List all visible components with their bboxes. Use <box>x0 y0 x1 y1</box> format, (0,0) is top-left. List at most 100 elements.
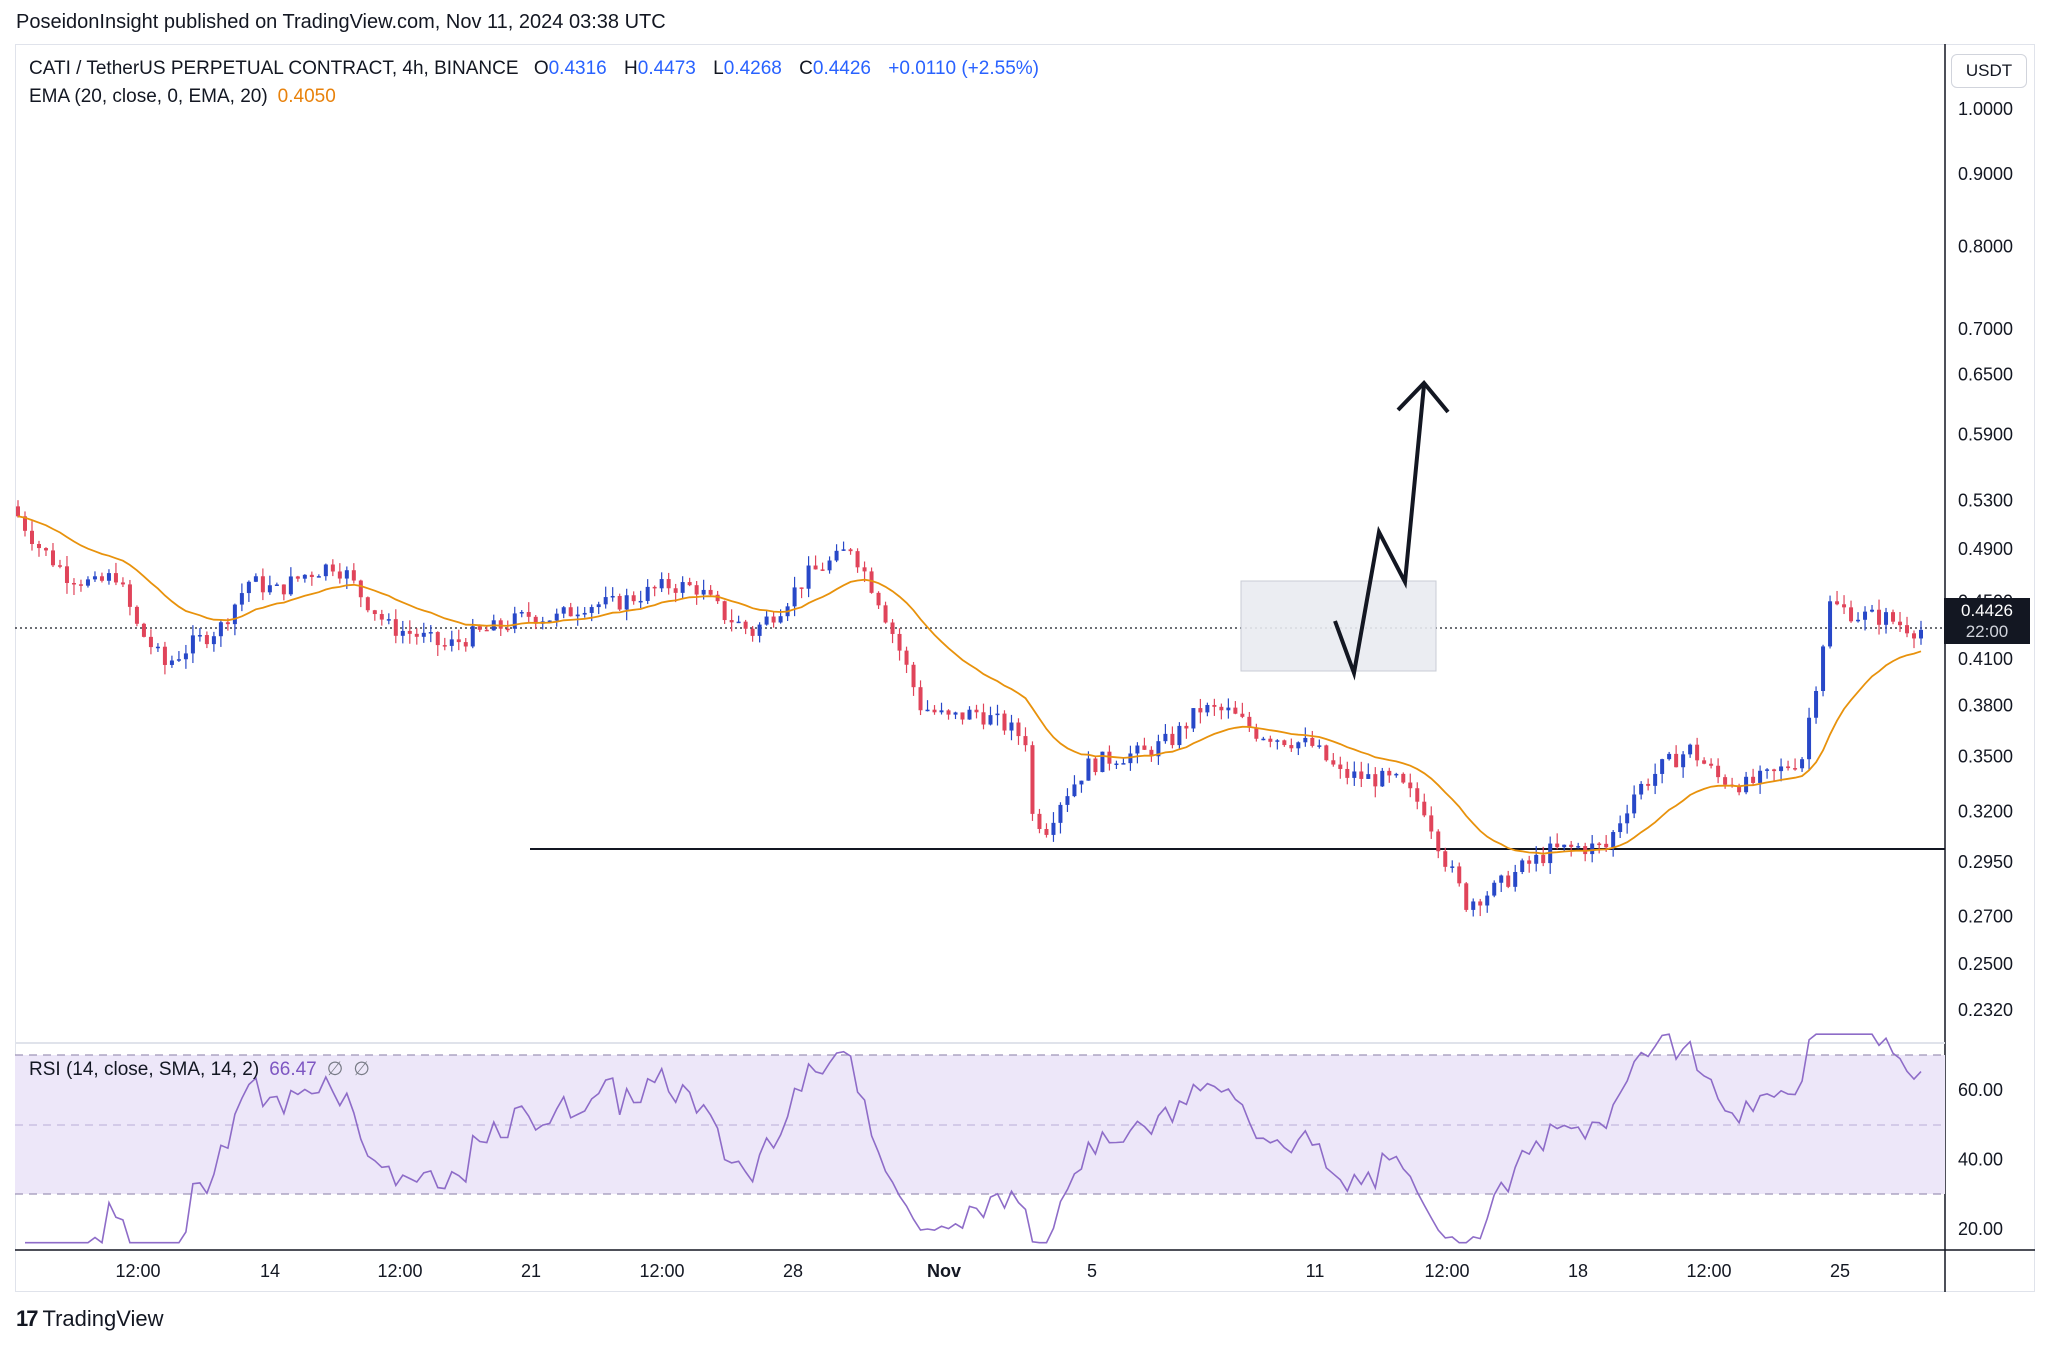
candle-body <box>309 574 314 578</box>
candle-body <box>379 614 384 620</box>
candle-body <box>1114 763 1119 766</box>
candle-body <box>1212 704 1217 707</box>
candle-body <box>1268 738 1273 742</box>
candle-body <box>1506 875 1511 887</box>
bar-countdown: 22:00 <box>1965 622 2009 641</box>
candle-body <box>1674 753 1679 768</box>
candle-body <box>1450 866 1455 868</box>
price-tick-label: 0.3200 <box>1958 802 2013 822</box>
candle-body <box>1338 764 1343 769</box>
candle-body <box>876 592 881 606</box>
candle-body <box>1135 745 1140 754</box>
candle-body <box>1156 741 1161 757</box>
price-tick-label: 0.8000 <box>1958 237 2013 257</box>
candle-body <box>29 530 34 544</box>
candle-body <box>463 642 468 647</box>
candle-body <box>1016 722 1021 737</box>
candle-body <box>841 549 846 551</box>
rsi-null-icon: ∅ <box>326 1059 344 1080</box>
candle-body <box>827 560 832 571</box>
candle-body <box>1702 760 1707 764</box>
currency-button[interactable]: USDT <box>1951 54 2027 88</box>
candle-body <box>1065 796 1070 805</box>
time-tick-label: Nov <box>927 1261 961 1281</box>
projection-path[interactable] <box>1333 384 1426 681</box>
candle-body <box>694 585 699 595</box>
candle-body <box>372 610 377 615</box>
candle-body <box>869 571 874 593</box>
candle-body <box>1499 875 1504 883</box>
candle-body <box>953 712 958 715</box>
candle-body <box>1807 717 1812 760</box>
projection-arrow-icon <box>1396 379 1450 414</box>
candle-body <box>1184 725 1189 729</box>
candle-body <box>659 579 664 589</box>
candle-body <box>1618 823 1623 833</box>
candle-body <box>722 601 727 621</box>
candle-body <box>897 633 902 651</box>
time-tick-label: 25 <box>1830 1261 1850 1281</box>
last-price-value: 0.4426 <box>1961 601 2013 620</box>
candle-body <box>428 632 433 634</box>
candle-body <box>1695 744 1700 761</box>
tradingview-logo[interactable]: 17 TradingView <box>16 1306 164 1332</box>
candle-body <box>1443 851 1448 867</box>
candle-body <box>1387 770 1392 776</box>
candle-body <box>218 622 223 637</box>
price-tick-label: 0.3800 <box>1958 696 2013 716</box>
candle-body <box>1863 611 1868 620</box>
candle-body <box>1660 759 1665 774</box>
candle-body <box>1163 733 1168 742</box>
time-tick-label: 12:00 <box>115 1261 160 1281</box>
chart-frame <box>15 44 2035 1292</box>
symbol-legend: CATI / TetherUS PERPETUAL CONTRACT, 4h, … <box>29 58 1043 80</box>
candle-body <box>141 623 146 637</box>
candle-body <box>1254 727 1259 739</box>
candle-body <box>1870 609 1875 612</box>
candle-body <box>1205 704 1210 713</box>
price-tick-label: 1.0000 <box>1958 99 2013 119</box>
candle-body <box>967 709 972 720</box>
candle-body <box>197 635 202 637</box>
candle-body <box>715 594 720 602</box>
candle-body <box>1520 860 1525 872</box>
rsi-tick-label: 20.00 <box>1958 1219 2003 1239</box>
candle-body <box>155 646 160 649</box>
candle-body <box>1891 612 1896 622</box>
candle-body <box>1282 740 1287 746</box>
price-tick-label: 0.2320 <box>1958 1000 2013 1020</box>
time-tick-label: 12:00 <box>377 1261 422 1281</box>
candle-body <box>1394 773 1399 776</box>
candle-body <box>617 595 622 610</box>
candle-body <box>1534 854 1539 864</box>
candle-body <box>498 620 503 629</box>
candle-body <box>1821 646 1826 692</box>
candle-body <box>1779 766 1784 772</box>
candle-body <box>1492 882 1497 896</box>
candle-body <box>1058 804 1063 823</box>
ema-legend[interactable]: EMA (20, close, 0, EMA, 20) 0.4050 <box>29 86 336 108</box>
brand-name: TradingView <box>42 1306 164 1331</box>
candle-body <box>1485 895 1490 906</box>
candle-body <box>1604 843 1609 848</box>
candle-body <box>1345 768 1350 778</box>
candle-body <box>1331 760 1336 765</box>
time-axis[interactable]: 12:00 14 12:00 21 12:00 28 Nov 5 11 12:00 18 12:00 2… <box>115 1261 1850 1281</box>
candle-body <box>820 569 825 571</box>
candle-body <box>1415 788 1420 802</box>
candle-body <box>127 584 132 607</box>
candle-body <box>960 712 965 720</box>
candle-body <box>519 612 524 614</box>
open-label: O <box>533 58 549 79</box>
ema-label: EMA (20, close, 0, EMA, 20) <box>29 86 268 107</box>
candle-body <box>435 632 440 646</box>
price-axis[interactable]: 1.0000 0.9000 0.8000 0.7000 0.6500 0.5900 0.53… <box>1958 99 2013 1020</box>
candle-body <box>582 612 587 615</box>
candle-body <box>764 616 769 625</box>
candle-body <box>204 635 209 645</box>
time-tick-label: 14 <box>260 1261 280 1281</box>
candle-body <box>757 624 762 636</box>
rsi-legend[interactable]: RSI (14, close, SMA, 14, 2) 66.47 ∅ ∅ <box>29 1058 370 1081</box>
close-label: C <box>799 58 813 79</box>
